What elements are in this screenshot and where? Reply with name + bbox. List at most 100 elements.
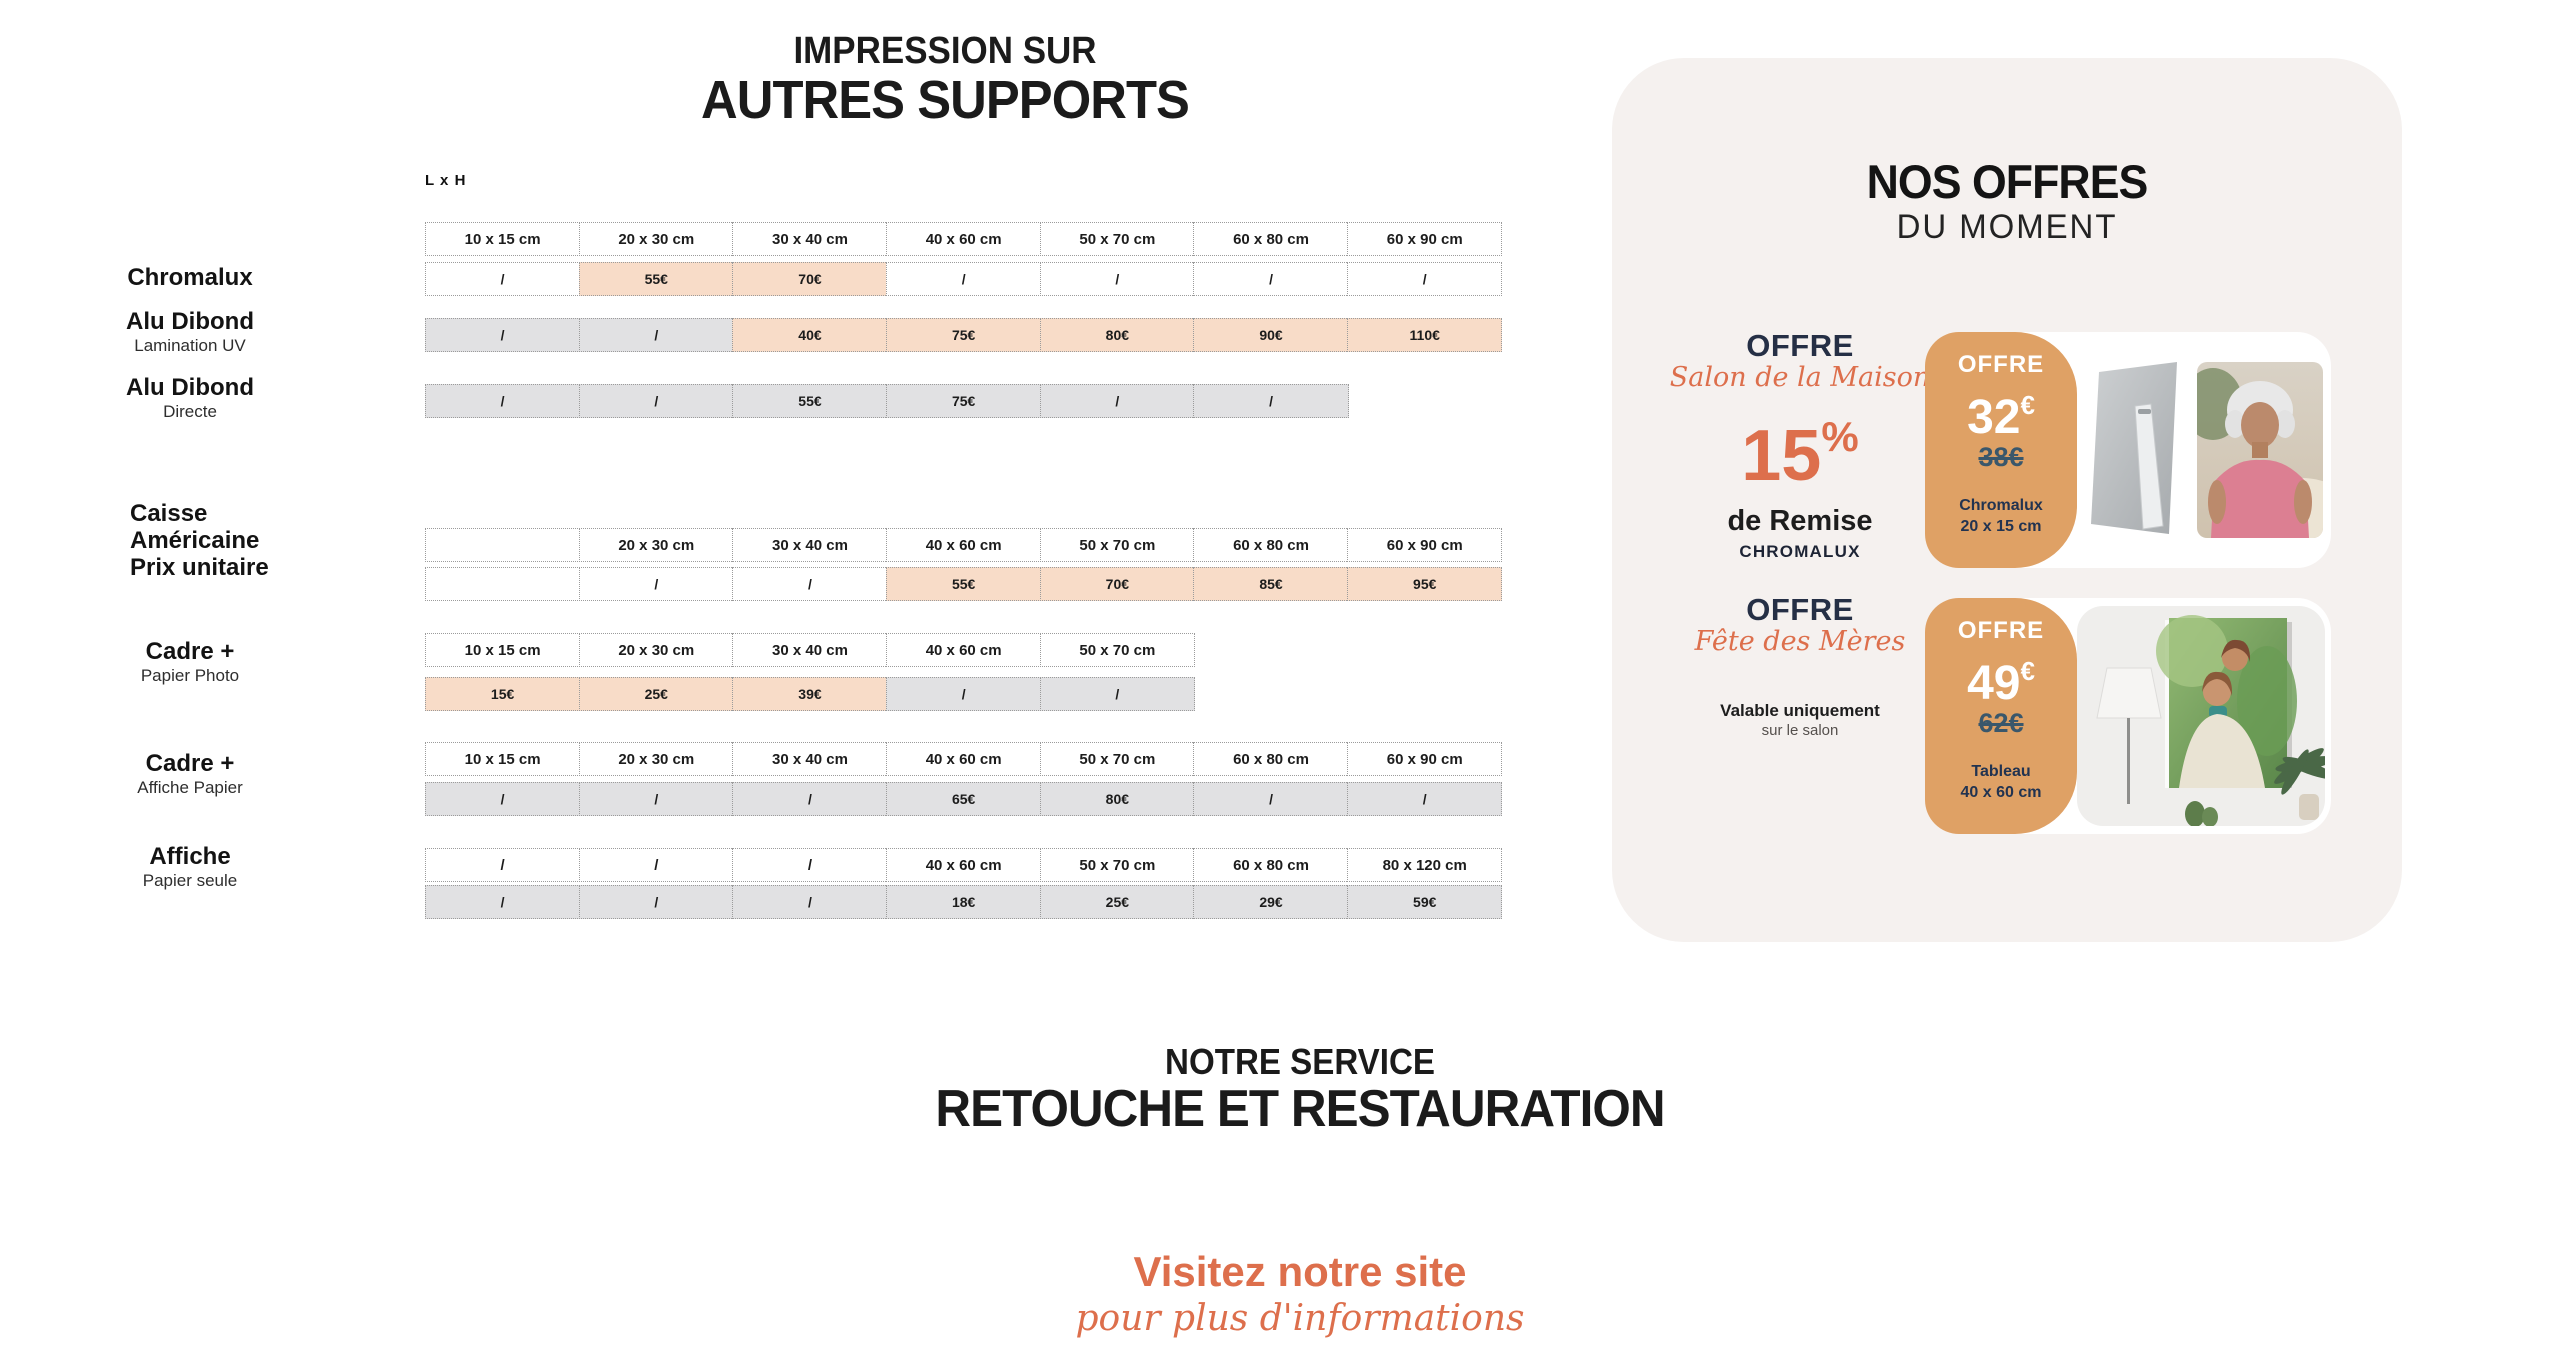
- price-cell: /: [1039, 384, 1195, 418]
- row-label-caisse: Caisse Américaine Prix unitaire: [130, 500, 370, 581]
- price-cell: /: [578, 782, 734, 816]
- row-label-title: Cadre +: [145, 638, 235, 665]
- offer-1-details: OFFRE Salon de la Maison 15% de Remise C…: [1656, 330, 1944, 562]
- price-cell: /: [732, 782, 888, 816]
- price-cell: /: [1193, 782, 1349, 816]
- size-header-cell: 30 x 40 cm: [732, 633, 888, 667]
- row-label-title: Chromalux: [127, 264, 253, 291]
- row-label-subtitle: Affiche Papier: [137, 778, 243, 797]
- service-title-line2: RETOUCHE ET RESTAURATION: [935, 1080, 1665, 1138]
- price-cell: 95€: [1347, 567, 1503, 601]
- size-header-cell: 10 x 15 cm: [425, 742, 581, 776]
- price-row-t2-header: 20 x 30 cm 30 x 40 cm 40 x 60 cm 50 x 70 cm…: [425, 528, 1503, 562]
- main-title: IMPRESSION SUR AUTRES SUPPORTS: [425, 30, 1465, 128]
- row-label-title: Alu Dibond: [126, 374, 254, 401]
- size-header-cell: 50 x 70 cm: [1039, 528, 1195, 562]
- size-header-cell: 20 x 30 cm: [578, 633, 734, 667]
- offers-title: NOS OFFRES: [1866, 155, 2149, 208]
- price-cell: /: [578, 318, 734, 352]
- row-label-title: Cadre +: [145, 750, 235, 777]
- price-cell: 25€: [1039, 885, 1195, 919]
- size-header-cell: 40 x 60 cm: [886, 742, 1042, 776]
- offer-2-details: OFFRE Fête des Mères Valable uniquement …: [1656, 594, 1944, 740]
- size-header-cell: 20 x 30 cm: [578, 222, 734, 256]
- price-cell: /: [886, 262, 1042, 296]
- footer-cta: Visitez notre site pour plus d'informati…: [300, 1248, 2300, 1342]
- price-cell: 59€: [1347, 885, 1503, 919]
- size-header-cell: /: [578, 848, 734, 882]
- offer-1-card-old-price: 38€: [1978, 442, 2024, 472]
- row-label-title: Alu Dibond: [126, 308, 254, 335]
- offer-1-discount-suffix: %: [1821, 413, 1859, 460]
- footer-line2: pour plus d'informations: [1075, 1298, 1525, 1339]
- offer-1-kicker: OFFRE: [1746, 328, 1854, 363]
- offer-2-card-price-value: 49: [1967, 657, 2021, 710]
- offers-subtitle: DU MOMENT: [1896, 208, 2118, 246]
- price-cell: /: [425, 262, 581, 296]
- price-cell: 90€: [1193, 318, 1349, 352]
- size-header-cell: 40 x 60 cm: [886, 222, 1042, 256]
- portrait-photo-image: [2197, 362, 2323, 538]
- offer-1-card: OFFRE 32€ 38€ Chromalux 20 x 15 cm: [1925, 332, 2331, 568]
- size-header-cell: [425, 528, 581, 562]
- price-cell: 55€: [732, 384, 888, 418]
- price-cell: 18€: [886, 885, 1042, 919]
- row-label-chromalux: Chromalux: [40, 264, 340, 291]
- offer-2-note2: sur le salon: [1761, 722, 1839, 739]
- size-header-cell: /: [732, 848, 888, 882]
- price-cell: 110€: [1347, 318, 1503, 352]
- main-title-line2: AUTRES SUPPORTS: [701, 70, 1190, 130]
- row-label-title: Affiche: [149, 843, 231, 870]
- price-row-t2-price: //55€ 70€ 85€ 95€: [425, 567, 1503, 601]
- size-header-cell: 40 x 60 cm: [886, 528, 1042, 562]
- size-header-cell: 60 x 90 cm: [1347, 528, 1503, 562]
- price-cell: 80€: [1039, 318, 1195, 352]
- offer-2-card-product: Tableau 40 x 60 cm: [1925, 761, 2077, 803]
- footer-line1: Visitez notre site: [1133, 1248, 1467, 1295]
- price-row-t5-header: / //40 x 60 cm 50 x 70 cm 60 x 80 cm 80 x 12…: [425, 848, 1503, 882]
- size-header-cell: 20 x 30 cm: [578, 742, 734, 776]
- row-label-cadre-photo: Cadre + Papier Photo: [40, 638, 340, 687]
- row-label-alu-uv: Alu Dibond Lamination UV: [40, 308, 340, 357]
- price-cell: /: [425, 782, 581, 816]
- price-row-t1-directe: //55€ 75€ / /: [425, 384, 1349, 418]
- price-cell: 75€: [886, 384, 1042, 418]
- price-row-t1-header: 10 x 15 cm 20 x 30 cm 30 x 40 cm 40 x 60 cm…: [425, 222, 1503, 256]
- offers-panel: NOS OFFRES DU MOMENT OFFRE Salon de la M…: [1612, 58, 2402, 942]
- size-header-cell: 60 x 90 cm: [1347, 222, 1503, 256]
- price-row-t4-header: 10 x 15 cm 20 x 30 cm 30 x 40 cm 40 x 60 cm…: [425, 742, 1503, 776]
- offer-1-card-price-currency: €: [2020, 390, 2035, 420]
- price-cell: 75€: [886, 318, 1042, 352]
- offer-1-card-product-line1: Chromalux: [1959, 497, 2043, 514]
- price-row-t3-price: 15€ 25€ 39€ / /: [425, 677, 1195, 711]
- offer-1-discount: 15%: [1656, 405, 1944, 492]
- price-cell: /: [425, 885, 581, 919]
- offer-1-card-kicker: OFFRE: [1957, 351, 2045, 378]
- row-label-subtitle: Papier seule: [142, 871, 238, 890]
- service-title-line1: NOTRE SERVICE: [1165, 1041, 1435, 1082]
- size-header-cell: 20 x 30 cm: [578, 528, 734, 562]
- row-label-cadre-affiche: Cadre + Affiche Papier: [40, 750, 340, 799]
- price-cell: /: [886, 677, 1042, 711]
- price-cell: /: [578, 567, 734, 601]
- size-header-cell: 40 x 60 cm: [886, 633, 1042, 667]
- row-label-title: Prix unitaire: [130, 554, 269, 581]
- price-cell: 29€: [1193, 885, 1349, 919]
- price-cell: 25€: [578, 677, 734, 711]
- offer-1-card-price-value: 32: [1967, 391, 2021, 444]
- size-header-cell: 60 x 80 cm: [1193, 528, 1349, 562]
- row-label-subtitle: Lamination UV: [134, 336, 246, 355]
- offer-1-price-tab: OFFRE 32€ 38€ Chromalux 20 x 15 cm: [1925, 332, 2077, 568]
- row-label-alu-direct: Alu Dibond Directe: [40, 374, 340, 423]
- offer-2-card-kicker: OFFRE: [1957, 617, 2045, 644]
- price-cell: 55€: [886, 567, 1042, 601]
- price-cell: 70€: [1039, 567, 1195, 601]
- row-label-title: Américaine: [130, 527, 260, 554]
- price-cell: /: [1193, 262, 1349, 296]
- price-row-t5-price: / //18€ 25€ 29€ 59€: [425, 885, 1503, 919]
- offer-2-card-old-price: 62€: [1978, 708, 2024, 738]
- price-cell: 15€: [425, 677, 581, 711]
- price-cell: /: [578, 885, 734, 919]
- size-header-cell: 60 x 90 cm: [1347, 742, 1503, 776]
